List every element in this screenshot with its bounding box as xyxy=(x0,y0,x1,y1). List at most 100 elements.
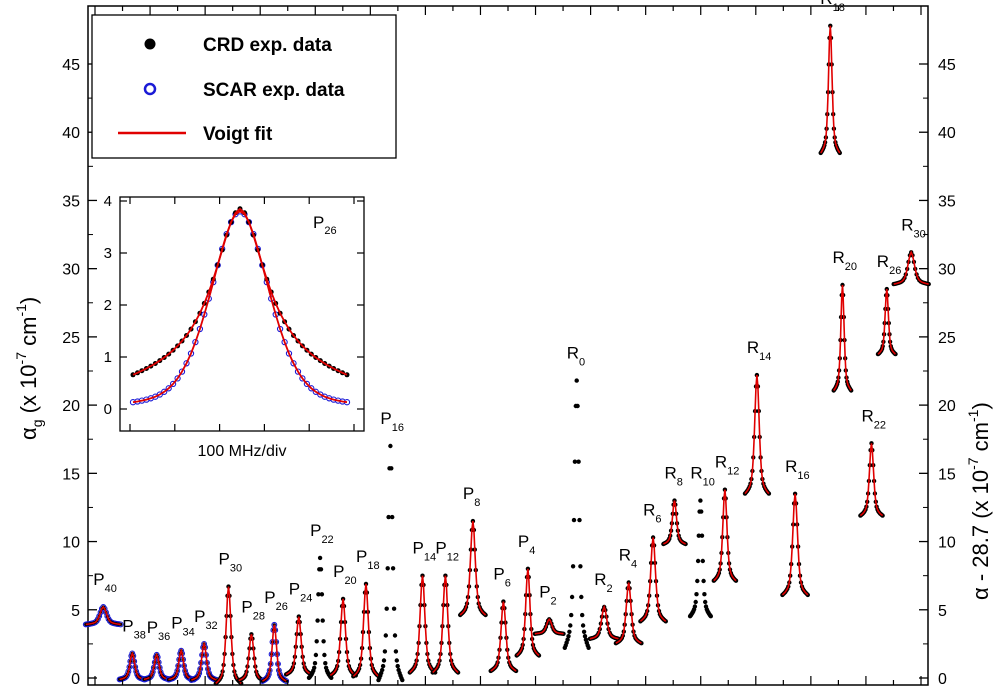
fit-curve xyxy=(744,375,770,495)
peak-label-sub: 2 xyxy=(551,595,557,607)
crd-point xyxy=(395,663,400,669)
inset-x-label: 100 MHz/div xyxy=(198,443,287,460)
crd-point xyxy=(698,498,703,503)
inset-y-tick-label: 1 xyxy=(104,349,112,366)
crd-point xyxy=(313,652,319,658)
peak-label-sub: 26 xyxy=(276,601,288,613)
peak-label: R22 xyxy=(862,406,887,431)
fit-curve xyxy=(859,443,884,517)
peak-label-sub: 0 xyxy=(579,357,585,369)
peak-label: P14 xyxy=(413,539,437,564)
crd-point xyxy=(384,606,389,611)
peak-label-sub: 12 xyxy=(727,466,739,478)
fit-curve xyxy=(534,618,564,635)
crd-point xyxy=(390,566,396,571)
peak-label-sub: 16 xyxy=(392,422,404,434)
y-axis-title-close: ) xyxy=(16,297,41,304)
peak-label-sub: 34 xyxy=(183,627,195,639)
peak-label: P32 xyxy=(194,607,218,632)
peak-label: R20 xyxy=(833,248,858,273)
crd-point xyxy=(700,558,705,564)
y2-tick-label: 45 xyxy=(938,57,956,74)
crd-point xyxy=(381,658,387,663)
peak-label: R16 xyxy=(785,457,810,482)
crd-point xyxy=(380,667,385,673)
y-axis-title-unit-sup: -1 xyxy=(13,304,29,317)
peak-P30: P30 xyxy=(213,550,244,686)
crd-point xyxy=(574,378,579,383)
y2-tick-label: 15 xyxy=(938,466,956,483)
peak-label-sub: 30 xyxy=(913,228,925,240)
y2-axis-title-unit-sup: -1 xyxy=(965,409,981,422)
crd-point xyxy=(581,629,587,634)
inset-fit-curve xyxy=(132,210,348,404)
y2-tick-label: 20 xyxy=(938,398,956,415)
fit-curve xyxy=(833,284,852,391)
y2-tick-label: 5 xyxy=(938,603,947,620)
peak-label: P12 xyxy=(435,539,459,564)
peak-label-sub: 14 xyxy=(424,552,436,564)
crd-point xyxy=(314,639,319,644)
y-axis-title-rest: (x 10 xyxy=(16,364,41,419)
y-axis-title-sup: -7 xyxy=(13,352,29,365)
crd-point xyxy=(380,663,386,669)
inset-y-tick-label: 3 xyxy=(104,245,112,262)
inset-y-tick-label: 2 xyxy=(104,297,112,314)
crd-point xyxy=(390,514,395,520)
crd-point xyxy=(569,612,574,618)
fit-curve xyxy=(191,641,218,681)
peak-label: P34 xyxy=(171,614,195,639)
peak-label: R18 xyxy=(820,0,845,14)
crd-point xyxy=(699,509,704,514)
inset-y-tick-label: 0 xyxy=(104,401,112,418)
peak-label: P2 xyxy=(539,582,556,607)
fit-curve xyxy=(352,583,380,677)
y-tick-label: 45 xyxy=(62,57,80,74)
inset-plot: 0 1 2 3 4 P26 100 MHz/div xyxy=(104,193,365,460)
peak-R4: R4 xyxy=(613,546,644,646)
y-tick-label: 40 xyxy=(62,125,80,142)
fit-curve xyxy=(262,624,287,682)
peak-label: R14 xyxy=(747,338,772,363)
crd-point xyxy=(703,599,708,605)
crd-point xyxy=(694,592,699,597)
crd-point xyxy=(572,459,578,464)
crd-point xyxy=(317,555,323,561)
peak-R18: R18 xyxy=(818,0,845,156)
peak-label-sub: 22 xyxy=(321,534,333,546)
peak-P40: P40 xyxy=(82,570,124,628)
fit-curve xyxy=(713,489,737,582)
crd-point xyxy=(312,661,318,666)
fit-curve xyxy=(877,289,896,355)
fit-curve xyxy=(639,537,667,622)
y2-axis-title-sup: -7 xyxy=(965,457,981,470)
crd-point xyxy=(385,566,390,571)
crd-point xyxy=(708,614,713,619)
fit-curve xyxy=(215,586,242,684)
crd-point xyxy=(699,533,705,538)
crd-point xyxy=(318,567,324,572)
peak-P14: P14 xyxy=(407,539,438,675)
peak-label: R6 xyxy=(643,501,661,526)
legend-crd-marker xyxy=(144,38,156,50)
crd-point xyxy=(580,623,586,628)
peak-P18: P18 xyxy=(351,547,381,679)
peak-label-sub: 22 xyxy=(874,419,886,431)
y2-tick-label: 30 xyxy=(938,262,956,279)
peak-P26: P26 xyxy=(259,588,290,685)
peak-label-sub: 6 xyxy=(655,514,661,526)
legend-crd-label: CRD exp. data xyxy=(203,35,332,56)
peak-R22: R22 xyxy=(858,406,886,518)
crd-point xyxy=(312,665,317,670)
y-tick-label: 15 xyxy=(62,466,80,483)
fit-curve xyxy=(238,634,265,682)
fit-curve xyxy=(285,616,312,676)
crd-point xyxy=(315,618,320,623)
y-axis-title-unit: cm xyxy=(16,317,41,352)
y-tick-label: 20 xyxy=(62,398,80,415)
peak-label: R30 xyxy=(901,215,926,240)
peak-label: R2 xyxy=(594,570,612,595)
peak-R8: R8 xyxy=(661,464,688,547)
crd-point xyxy=(576,459,581,464)
